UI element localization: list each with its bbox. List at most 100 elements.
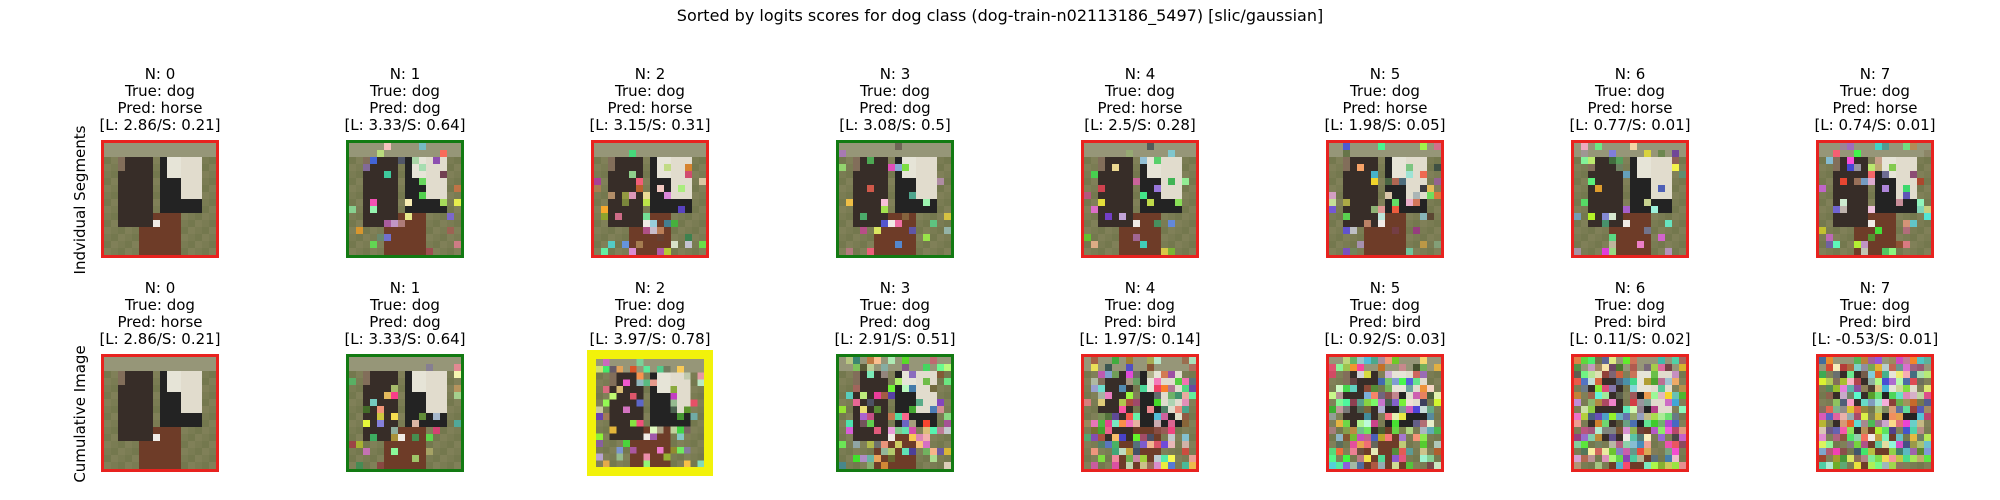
pixel [1644,413,1651,420]
pixel [608,171,615,178]
pixel [398,164,405,171]
pixel [419,171,426,178]
thumbnail-image [349,143,461,255]
pixel [1133,420,1140,427]
pixel [447,157,454,164]
pixel [440,448,447,455]
pixel [125,213,132,220]
thumbnail-image [1084,357,1196,469]
pixel [433,434,440,441]
pixel [846,241,853,248]
pixel [1630,220,1637,227]
pixel [1868,441,1875,448]
pixel [643,206,650,213]
pixel [349,441,356,448]
pixel [1847,455,1854,462]
pixel [1350,241,1357,248]
pixel [930,248,937,255]
pixel [1840,427,1847,434]
pixel [1378,185,1385,192]
pixel [1616,206,1623,213]
pixel [104,234,111,241]
pixel [916,427,923,434]
pixel [1133,241,1140,248]
pixel [1133,227,1140,234]
pixel [1119,406,1126,413]
pixel [160,248,167,255]
pixel [1189,164,1196,171]
pixel [1112,406,1119,413]
pixel [615,150,622,157]
pixel [853,164,860,171]
pixel [139,171,146,178]
pixel [1854,143,1861,150]
pixel [1637,157,1644,164]
pixel [685,227,692,234]
pixel [1147,434,1154,441]
pixel [160,185,167,192]
pixel [167,420,174,427]
pixel [1371,150,1378,157]
pixel [356,427,363,434]
pixel [1658,150,1665,157]
pixel [1406,220,1413,227]
pixel [202,378,209,385]
pixel [1399,441,1406,448]
pixel [1105,143,1112,150]
pixel [692,234,699,241]
pixel [104,199,111,206]
pixel [398,143,405,150]
pixel [1574,364,1581,371]
pixel [664,157,671,164]
pixel [1875,248,1882,255]
pixel [888,150,895,157]
pixel [1434,213,1441,220]
pixel [650,446,657,454]
pixel [440,420,447,427]
pixel [1399,248,1406,255]
pixel [1602,441,1609,448]
pixel [433,227,440,234]
pixel [412,364,419,371]
pixel [650,379,657,386]
pixel [419,206,426,213]
pixel [1924,357,1931,364]
pixel [1588,406,1595,413]
pixel [1826,241,1833,248]
pixel [677,433,684,440]
pixel [1574,392,1581,399]
cell-label-scores: [L: 2.86/S: 0.21] [99,116,221,134]
pixel [609,392,617,400]
pixel [650,192,657,199]
pixel [125,385,132,392]
pixel [923,227,930,234]
pixel [867,385,874,392]
pixel [683,419,691,427]
pixel [656,406,664,413]
pixel [1084,406,1091,413]
pixel [1091,371,1098,378]
pixel [139,399,146,406]
pixel [433,385,440,392]
pixel [1126,385,1133,392]
pixel [596,413,603,420]
pixel [1329,185,1336,192]
pixel [1420,213,1427,220]
pixel [1637,455,1644,462]
pixel [930,227,937,234]
pixel [602,399,610,407]
pixel [1420,248,1427,255]
pixel [683,379,691,386]
pixel [902,150,909,157]
pixel [1854,248,1861,255]
pixel [1854,206,1861,213]
pixel [677,446,684,454]
pixel [1602,178,1609,185]
pixel [195,455,202,462]
pixel [349,143,356,150]
pixel [377,427,384,434]
pixel [1924,462,1931,469]
pixel [139,364,146,371]
thumbnail-red-frame [1571,354,1689,472]
pixel [1924,206,1931,213]
